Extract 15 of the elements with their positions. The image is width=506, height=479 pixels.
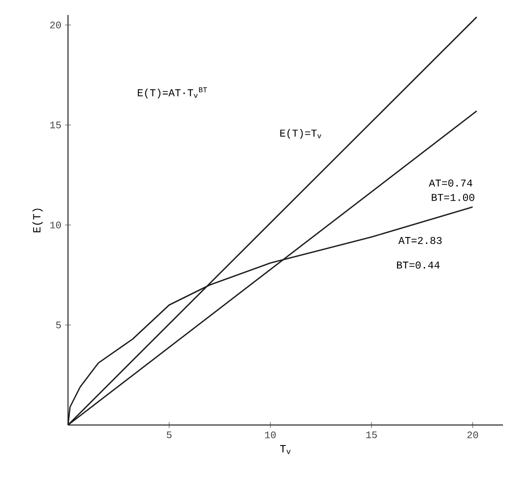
annotation: E(T)=T$_{v}$ [280, 129, 322, 139]
annotation: BT=0.44 [397, 262, 440, 269]
x-tick-label: 5 [166, 432, 172, 438]
y-tick-label: 20 [50, 22, 61, 28]
annotation: AT=0.74 [428, 180, 472, 187]
annotation: AT=2.83 [398, 236, 442, 244]
x-tick-label: 10 [265, 432, 276, 438]
y-axis-title: E(T) [32, 208, 43, 232]
y-tick-label: 5 [56, 322, 61, 328]
y-tick-label: 15 [50, 122, 61, 128]
x-tick-label: 15 [366, 432, 377, 438]
annotation: BT=1.00 [432, 194, 474, 202]
y-tick-label: 10 [50, 222, 61, 228]
x-axis-title: T$_{v}$ [280, 445, 291, 454]
x-tick-label: 20 [467, 432, 478, 438]
